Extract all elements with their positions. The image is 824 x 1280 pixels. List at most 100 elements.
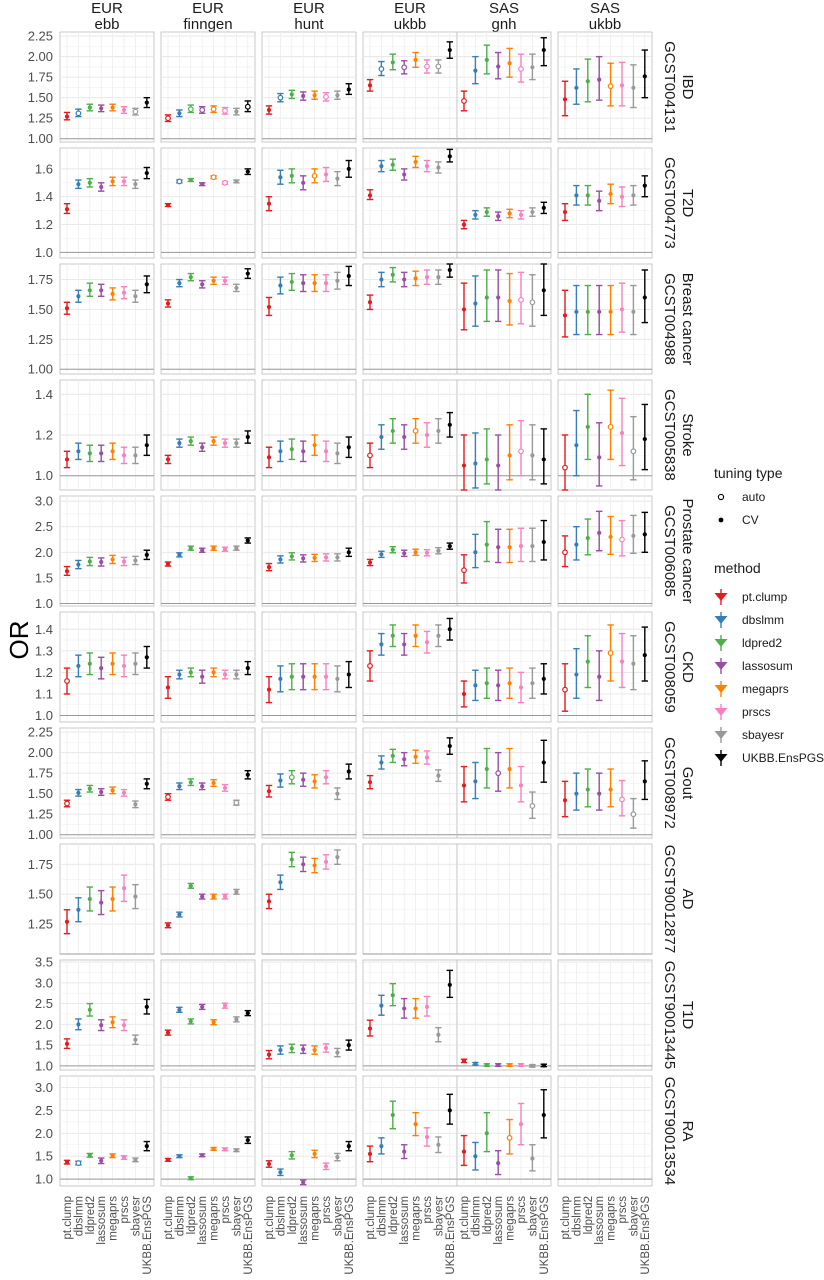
x-tick-group: megaprs [606, 1196, 618, 1241]
point-cv [461, 307, 467, 312]
point-cv [390, 753, 395, 759]
point-cv [211, 278, 216, 283]
point-auto [233, 799, 240, 806]
point-cv [585, 535, 590, 541]
y-tick-label: 1.75 [28, 272, 53, 287]
point-cv [76, 562, 81, 567]
x-tick-label: pt.clump [560, 1196, 572, 1239]
point-cv [631, 661, 636, 666]
point-cv [541, 676, 546, 681]
point-cv [436, 428, 441, 434]
x-tick-group: pt.clump [163, 1196, 175, 1239]
panel-frame [362, 263, 458, 375]
point-cv [266, 687, 272, 692]
point-auto [401, 64, 408, 71]
point-cv [642, 779, 647, 784]
point-cv [64, 1160, 70, 1165]
panel-frame [362, 31, 458, 143]
point-cv [473, 461, 478, 466]
point-cv [110, 661, 115, 666]
point-cv [461, 691, 467, 697]
point-cv [424, 432, 430, 438]
panel-frame [160, 959, 256, 1071]
panel-frame [362, 147, 458, 259]
legend-method-marker [714, 593, 728, 601]
panel [456, 727, 552, 839]
panel [160, 147, 256, 259]
point-cv [245, 665, 250, 671]
y-tick-label: 1.50 [28, 90, 53, 105]
y-tick-label: 1.25 [28, 332, 53, 347]
point-cv [177, 912, 182, 917]
panel [261, 263, 357, 375]
row-strip: GCST008972 Gout [661, 737, 696, 829]
y-tick-label: 1.75 [28, 766, 53, 781]
row-strip: GCST90013534 RA [661, 1077, 696, 1185]
point-cv [200, 784, 205, 789]
x-tick-group: prscs [422, 1196, 434, 1224]
point-cv [289, 447, 294, 452]
point-cv [585, 424, 590, 429]
point-cv [289, 674, 294, 679]
point-cv [461, 463, 467, 468]
point-cv [87, 288, 92, 293]
point-cv [301, 281, 306, 286]
point-cv [642, 74, 647, 79]
column-strip-bottom: hunt [294, 16, 324, 33]
point-cv [121, 1023, 127, 1028]
panel [59, 727, 155, 839]
point-cv [144, 1144, 149, 1149]
panel-frame [261, 147, 357, 259]
legend-method-marker [714, 731, 728, 739]
point-cv [144, 781, 149, 786]
point-cv [461, 222, 467, 227]
x-tick-label: dbslmm [174, 1196, 186, 1236]
point-cv [266, 455, 272, 460]
point-cv [64, 207, 70, 212]
x-tick-group: megaprs [310, 1196, 322, 1241]
x-tick-label: megaprs [209, 1196, 221, 1241]
point-cv [402, 172, 407, 177]
point-auto [435, 63, 442, 70]
y-tick-label: 1.4 [35, 622, 53, 637]
point-cv [631, 85, 636, 90]
point-cv [367, 560, 373, 565]
panel [160, 31, 256, 143]
point-auto [367, 452, 373, 459]
point-cv [496, 1062, 501, 1068]
point-auto [323, 93, 329, 100]
column-strip-top: EUR [394, 0, 426, 17]
point-cv [424, 1134, 430, 1140]
legend-method-label: prscs [742, 705, 771, 719]
point-cv [222, 672, 228, 677]
point-cv [608, 534, 613, 540]
point-cv [585, 309, 590, 314]
row-strip-trait: RA [679, 1121, 696, 1142]
row-strip-code: GCST004131 [661, 41, 678, 133]
point-cv [390, 272, 395, 277]
y-tick-label: 2.0 [35, 545, 53, 560]
x-tick-label: megaprs [108, 1196, 120, 1241]
point-cv [631, 309, 636, 314]
legend-method-marker [714, 708, 728, 716]
panel-frame [557, 959, 653, 1071]
y-tick-label: 1.2 [35, 217, 53, 232]
panel [59, 147, 155, 259]
x-tick-group: sbayesr [332, 1196, 344, 1236]
row-strip-trait: Prostate cancer [679, 498, 696, 603]
legend-auto-icon [717, 493, 725, 501]
point-cv [301, 777, 306, 782]
y-tick-label: 1.75 [28, 70, 53, 85]
panel [557, 1075, 653, 1187]
point-cv [312, 1047, 317, 1053]
point-cv [200, 1153, 205, 1158]
point-cv [585, 193, 590, 198]
panel-frame [160, 147, 256, 259]
point-cv [121, 559, 127, 564]
point-cv [211, 1146, 216, 1151]
y-tick-label: 2.00 [28, 745, 53, 760]
panel-frame [456, 1075, 552, 1187]
point-cv [424, 550, 430, 555]
panel-frame [557, 1075, 653, 1187]
point-cv [402, 434, 407, 440]
